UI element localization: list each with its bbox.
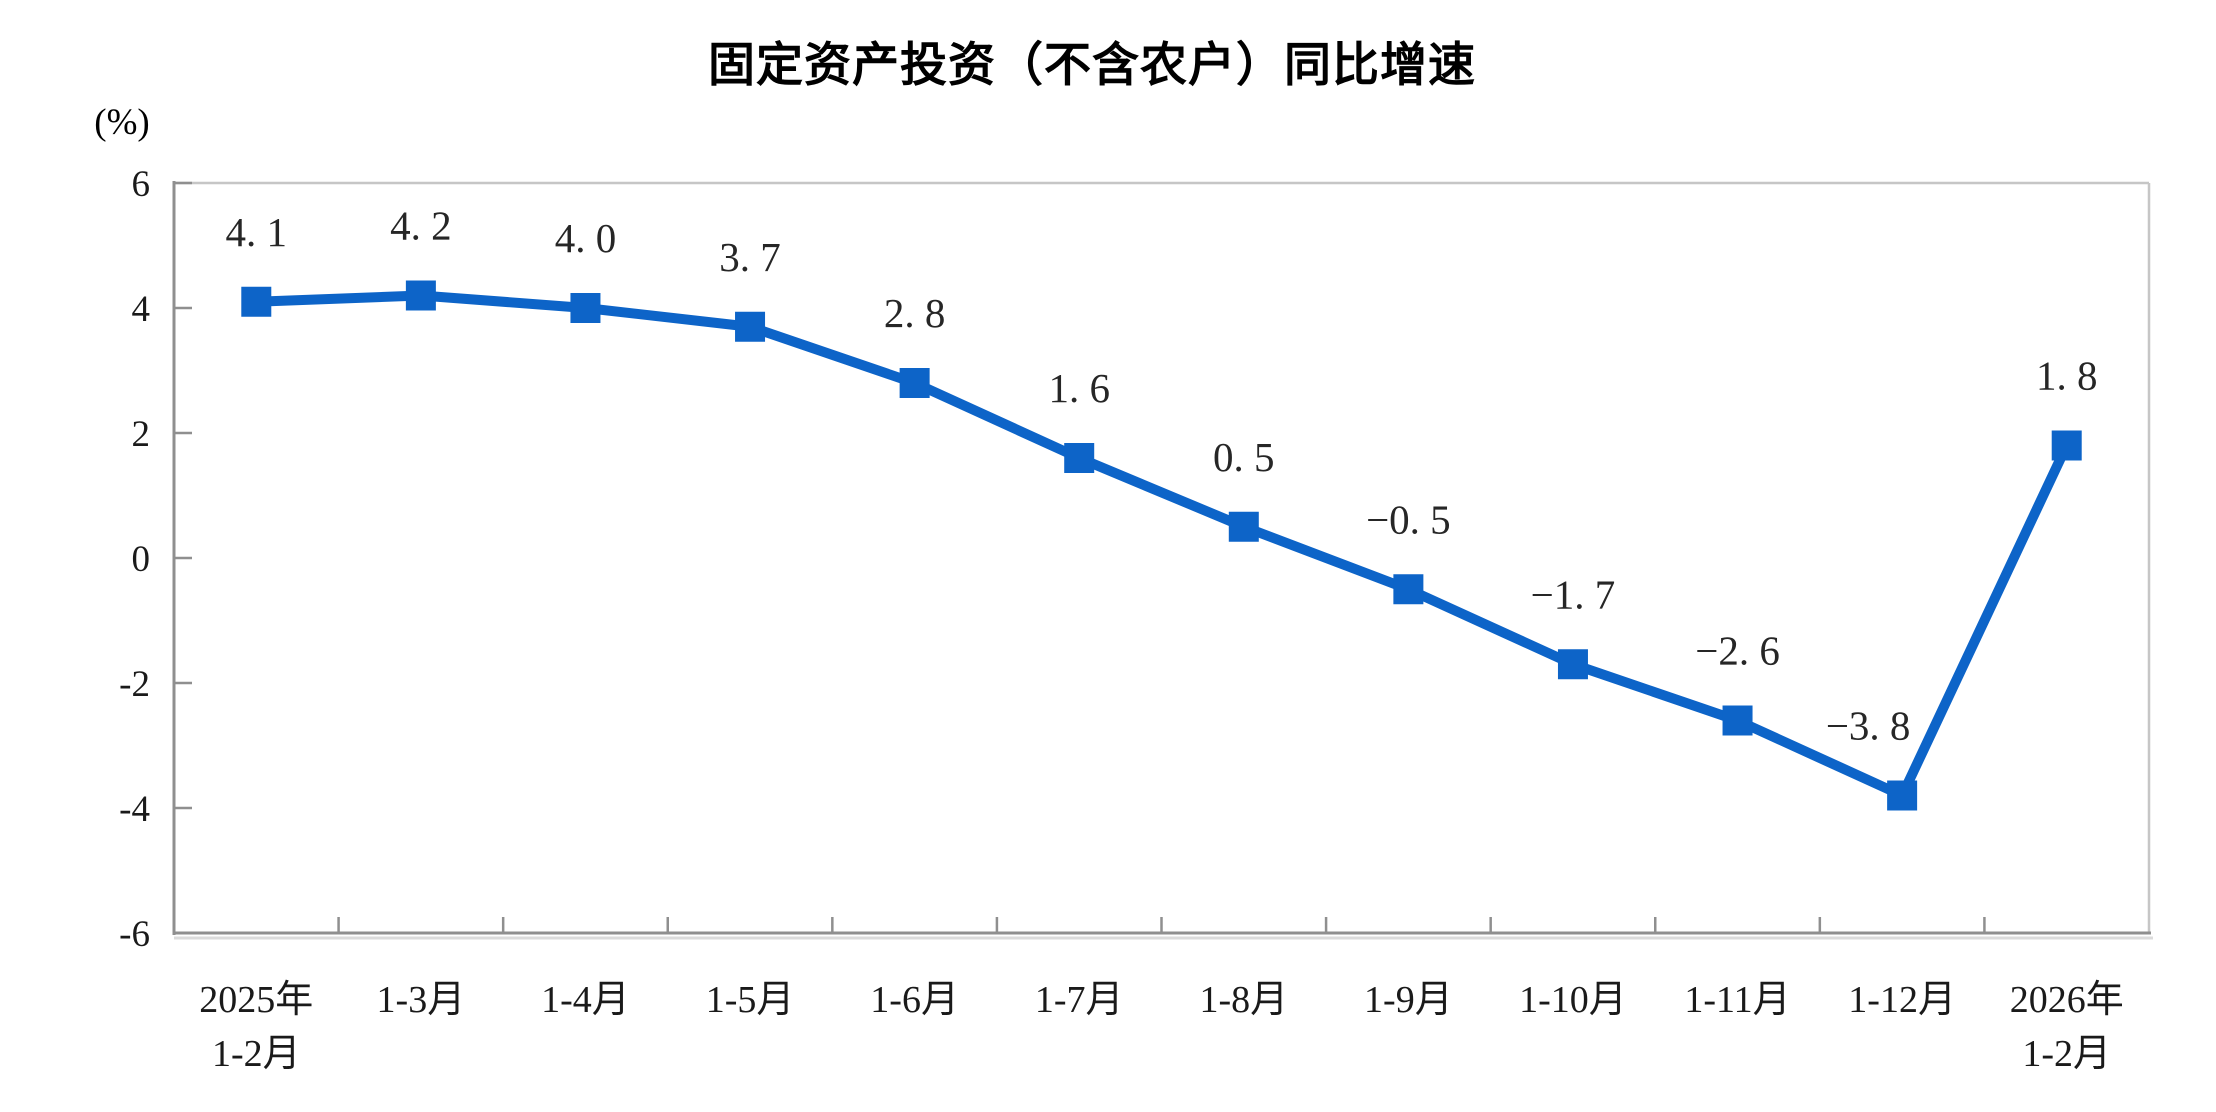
x-category-label: 1-2月 xyxy=(212,1033,301,1075)
data-point-marker xyxy=(1887,780,1918,811)
data-point-marker xyxy=(405,280,436,311)
data-series xyxy=(241,280,2082,811)
x-category-label: 1-2月 xyxy=(2022,1033,2111,1075)
x-category-label: 1-7月 xyxy=(1035,979,1124,1021)
data-point-label: 3. 7 xyxy=(719,234,781,280)
y-axis-unit-label: (%) xyxy=(94,102,149,143)
x-axis xyxy=(173,917,2151,935)
y-axis-tick-label: 6 xyxy=(132,164,151,205)
x-category-label: 1-4月 xyxy=(541,979,630,1021)
chart-title: 固定资产投资（不含农户）同比增速 xyxy=(708,38,1476,91)
data-point-label: −2. 6 xyxy=(1695,628,1780,674)
x-category-label: 1-5月 xyxy=(706,979,795,1021)
x-category-label: 2025年 xyxy=(199,979,313,1021)
data-point-label: 4. 1 xyxy=(226,209,288,255)
y-axis-tick-label: -2 xyxy=(119,664,150,705)
plot-frame xyxy=(174,181,2153,940)
data-point-label: −3. 8 xyxy=(1826,703,1911,749)
data-point-label: 1. 6 xyxy=(1048,365,1110,411)
x-category-label: 1-12月 xyxy=(1848,979,1956,1021)
data-point-marker xyxy=(1228,511,1259,542)
x-category-label: 1-3月 xyxy=(377,979,466,1021)
data-point-label: −1. 7 xyxy=(1531,571,1616,617)
x-category-labels: 2025年 1-2月 1-3月 1-4月 1-5月 1-6月 1-7月 1-8月 1-9月 1-1… xyxy=(199,979,2123,1075)
data-point-label: 0. 5 xyxy=(1213,434,1275,480)
data-point-marker xyxy=(1064,443,1095,473)
y-axis-tick-label: 4 xyxy=(132,289,151,330)
data-point-label: 4. 2 xyxy=(390,203,452,249)
data-point-marker xyxy=(899,368,930,398)
data-point-marker xyxy=(1722,705,1753,736)
x-category-label: 1-6月 xyxy=(870,979,959,1021)
data-point-marker xyxy=(1393,574,1424,605)
y-axis-tick-label: 2 xyxy=(132,414,151,455)
data-point-label: 1. 8 xyxy=(2036,353,2098,399)
data-point-marker xyxy=(1557,649,1588,680)
x-category-label: 1-9月 xyxy=(1364,979,1453,1021)
data-point-label: −0. 5 xyxy=(1366,496,1451,542)
series-line xyxy=(251,290,2072,801)
data-point-label: 4. 0 xyxy=(555,215,617,261)
x-category-label: 1-11月 xyxy=(1684,979,1790,1021)
x-category-label: 2026年 xyxy=(2010,979,2124,1021)
data-point-marker xyxy=(570,293,601,323)
y-axis: 6 4 2 0 -2 -4 -6 xyxy=(119,164,192,955)
y-axis-tick-label: -6 xyxy=(119,914,150,955)
data-labels: 4. 1 4. 2 4. 0 3. 7 2. 8 1. 6 0. 5 −0. 5 −1. 7 −2… xyxy=(226,203,2098,749)
y-axis-tick-label: 0 xyxy=(132,539,151,580)
data-point-marker xyxy=(2051,430,2082,461)
data-point-marker xyxy=(735,311,766,342)
x-category-label: 1-10月 xyxy=(1519,979,1627,1021)
y-axis-tick-label: -4 xyxy=(119,789,150,830)
x-category-label: 1-8月 xyxy=(1199,979,1288,1021)
data-point-marker xyxy=(241,286,272,317)
data-point-label: 2. 8 xyxy=(884,290,946,336)
